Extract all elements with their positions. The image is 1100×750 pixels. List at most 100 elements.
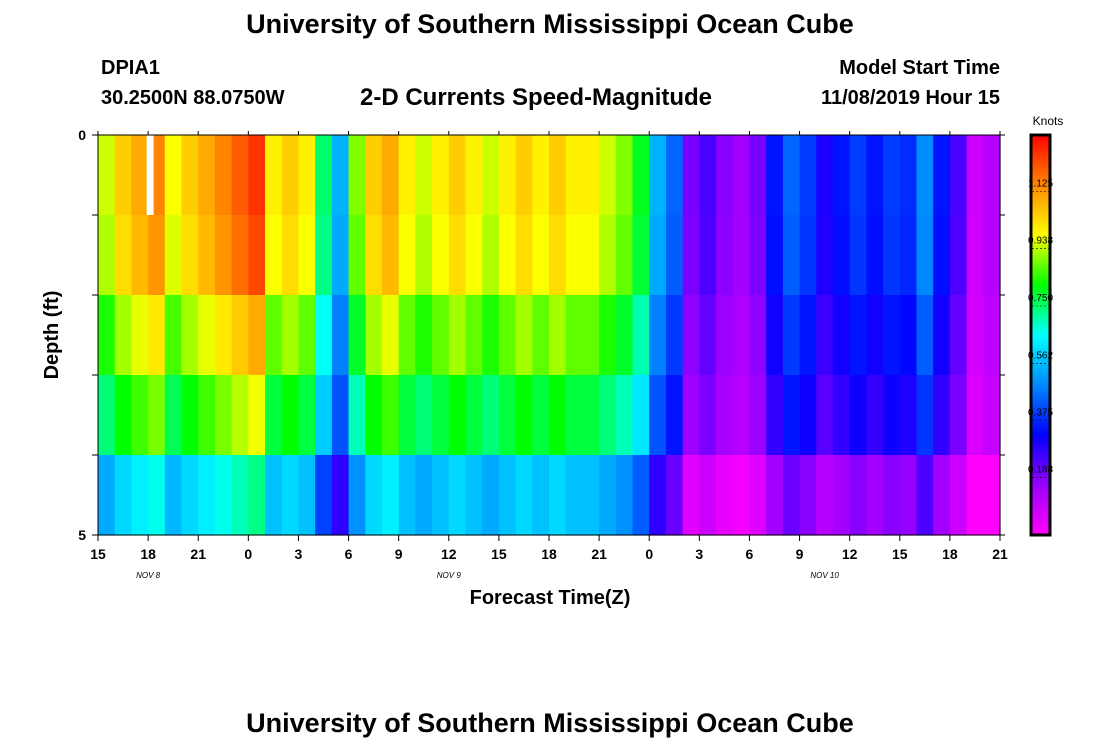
heatmap-cell	[164, 455, 183, 536]
x-tick-label: 15	[90, 546, 106, 562]
day-label: NOV 9	[437, 571, 462, 580]
heatmap-cell	[482, 375, 500, 456]
heatmap-cell	[649, 295, 667, 376]
heatmap-cell	[248, 295, 266, 376]
heatmap-cell	[766, 375, 784, 456]
heatmap-cell	[799, 375, 817, 456]
x-tick-label: 9	[796, 546, 804, 562]
colorbar-segment	[1031, 365, 1050, 369]
heatmap-cell	[832, 215, 851, 296]
heatmap-cell	[899, 375, 918, 456]
heatmap-cell	[164, 295, 183, 376]
chart-subtitle: 2-D Currents Speed-Magnitude	[360, 84, 713, 111]
colorbar-segment	[1031, 428, 1050, 433]
colorbar-segment	[1031, 375, 1050, 379]
heatmap-cell	[816, 135, 834, 216]
heatmap-cell	[348, 295, 366, 376]
heatmap-cell	[665, 135, 684, 216]
heatmap-cell	[231, 295, 249, 376]
x-tick-label: 6	[746, 546, 754, 562]
heatmap-cell	[766, 215, 784, 296]
colorbar-segment	[1031, 328, 1050, 333]
heatmap-cell	[565, 215, 583, 296]
colorbar-segment	[1031, 495, 1050, 499]
heatmap-cell	[482, 215, 500, 296]
colorbar-segment	[1031, 295, 1050, 299]
heatmap-cell	[599, 295, 617, 376]
heatmap-cell	[381, 375, 400, 456]
heatmap-cell	[782, 455, 801, 536]
heatmap-cell	[716, 455, 734, 536]
colorbar-segment	[1031, 198, 1050, 203]
heatmap-cell	[381, 135, 400, 216]
heatmap-cell	[298, 375, 316, 456]
colorbar-segment	[1031, 325, 1050, 329]
heatmap-cell	[448, 295, 467, 376]
heatmap-cell	[582, 295, 600, 376]
colorbar-segment	[1031, 518, 1050, 523]
heatmap-cell	[214, 375, 233, 456]
colorbar-segment	[1031, 191, 1050, 196]
colorbar-segment	[1031, 215, 1050, 219]
colorbar-segment	[1031, 168, 1050, 173]
colorbar-segment	[1031, 528, 1050, 533]
heatmap-cell	[164, 375, 183, 456]
colorbar-segment	[1031, 251, 1050, 256]
colorbar-segment	[1031, 151, 1050, 156]
heatmap-cell	[749, 455, 767, 536]
colorbar-segment	[1031, 441, 1050, 446]
heatmap-cell	[532, 295, 550, 376]
colorbar-segment	[1031, 488, 1050, 493]
heatmap-cell	[532, 455, 550, 536]
colorbar-segment	[1031, 265, 1050, 269]
heatmap-cell	[315, 375, 333, 456]
heatmap-cell	[381, 295, 400, 376]
colorbar-segment	[1031, 368, 1050, 373]
heatmap-cell	[549, 215, 567, 296]
heatmap-cell	[281, 375, 300, 456]
colorbar-segment	[1031, 165, 1050, 169]
colorbar-units-label: Knots	[1033, 114, 1064, 128]
heatmap-cell	[315, 215, 333, 296]
colorbar-segment	[1031, 481, 1050, 486]
heatmap-cell	[482, 455, 500, 536]
colorbar-segment	[1031, 205, 1050, 209]
heatmap-cell	[766, 455, 784, 536]
heatmap-cell	[164, 135, 183, 216]
heatmap-cell	[699, 375, 717, 456]
heatmap-cell	[131, 455, 149, 536]
heatmap-cell	[732, 135, 751, 216]
colorbar-segment	[1031, 521, 1050, 526]
heatmap-cell	[749, 375, 767, 456]
heatmap-cell	[933, 455, 951, 536]
heatmap-cell	[432, 215, 450, 296]
model-start-value: 11/08/2019 Hour 15	[820, 87, 1000, 109]
heatmap-cell	[298, 215, 316, 296]
colorbar-segment	[1031, 511, 1050, 516]
colorbar: 1.125 0.938 0.750 0.562 0.375 0.188	[1028, 133, 1053, 537]
heatmap-cells	[98, 135, 1001, 536]
heatmap-cell	[114, 215, 132, 296]
heatmap-cell	[415, 455, 433, 536]
heatmap-cell	[565, 375, 583, 456]
heatmap-cell	[365, 135, 383, 216]
heatmap-cell	[966, 455, 984, 536]
heatmap-cell	[732, 455, 751, 536]
heatmap-cell	[281, 215, 300, 296]
footer-title: University of Southern Mississippi Ocean…	[246, 708, 854, 738]
heatmap-cell	[749, 135, 767, 216]
colorbar-tick-label: 0.562	[1028, 350, 1053, 361]
colorbar-segment	[1031, 455, 1050, 459]
heatmap-cell	[448, 215, 467, 296]
chart-axes	[92, 131, 1005, 541]
heatmap-cell	[649, 375, 667, 456]
heatmap-cell	[916, 295, 934, 376]
colorbar-segment	[1031, 358, 1050, 363]
heatmap-cell	[214, 215, 233, 296]
heatmap-cell	[615, 375, 634, 456]
heatmap-cell	[916, 215, 934, 296]
heatmap-cell	[716, 295, 734, 376]
heatmap-cell	[549, 295, 567, 376]
heatmap-cell	[348, 215, 366, 296]
